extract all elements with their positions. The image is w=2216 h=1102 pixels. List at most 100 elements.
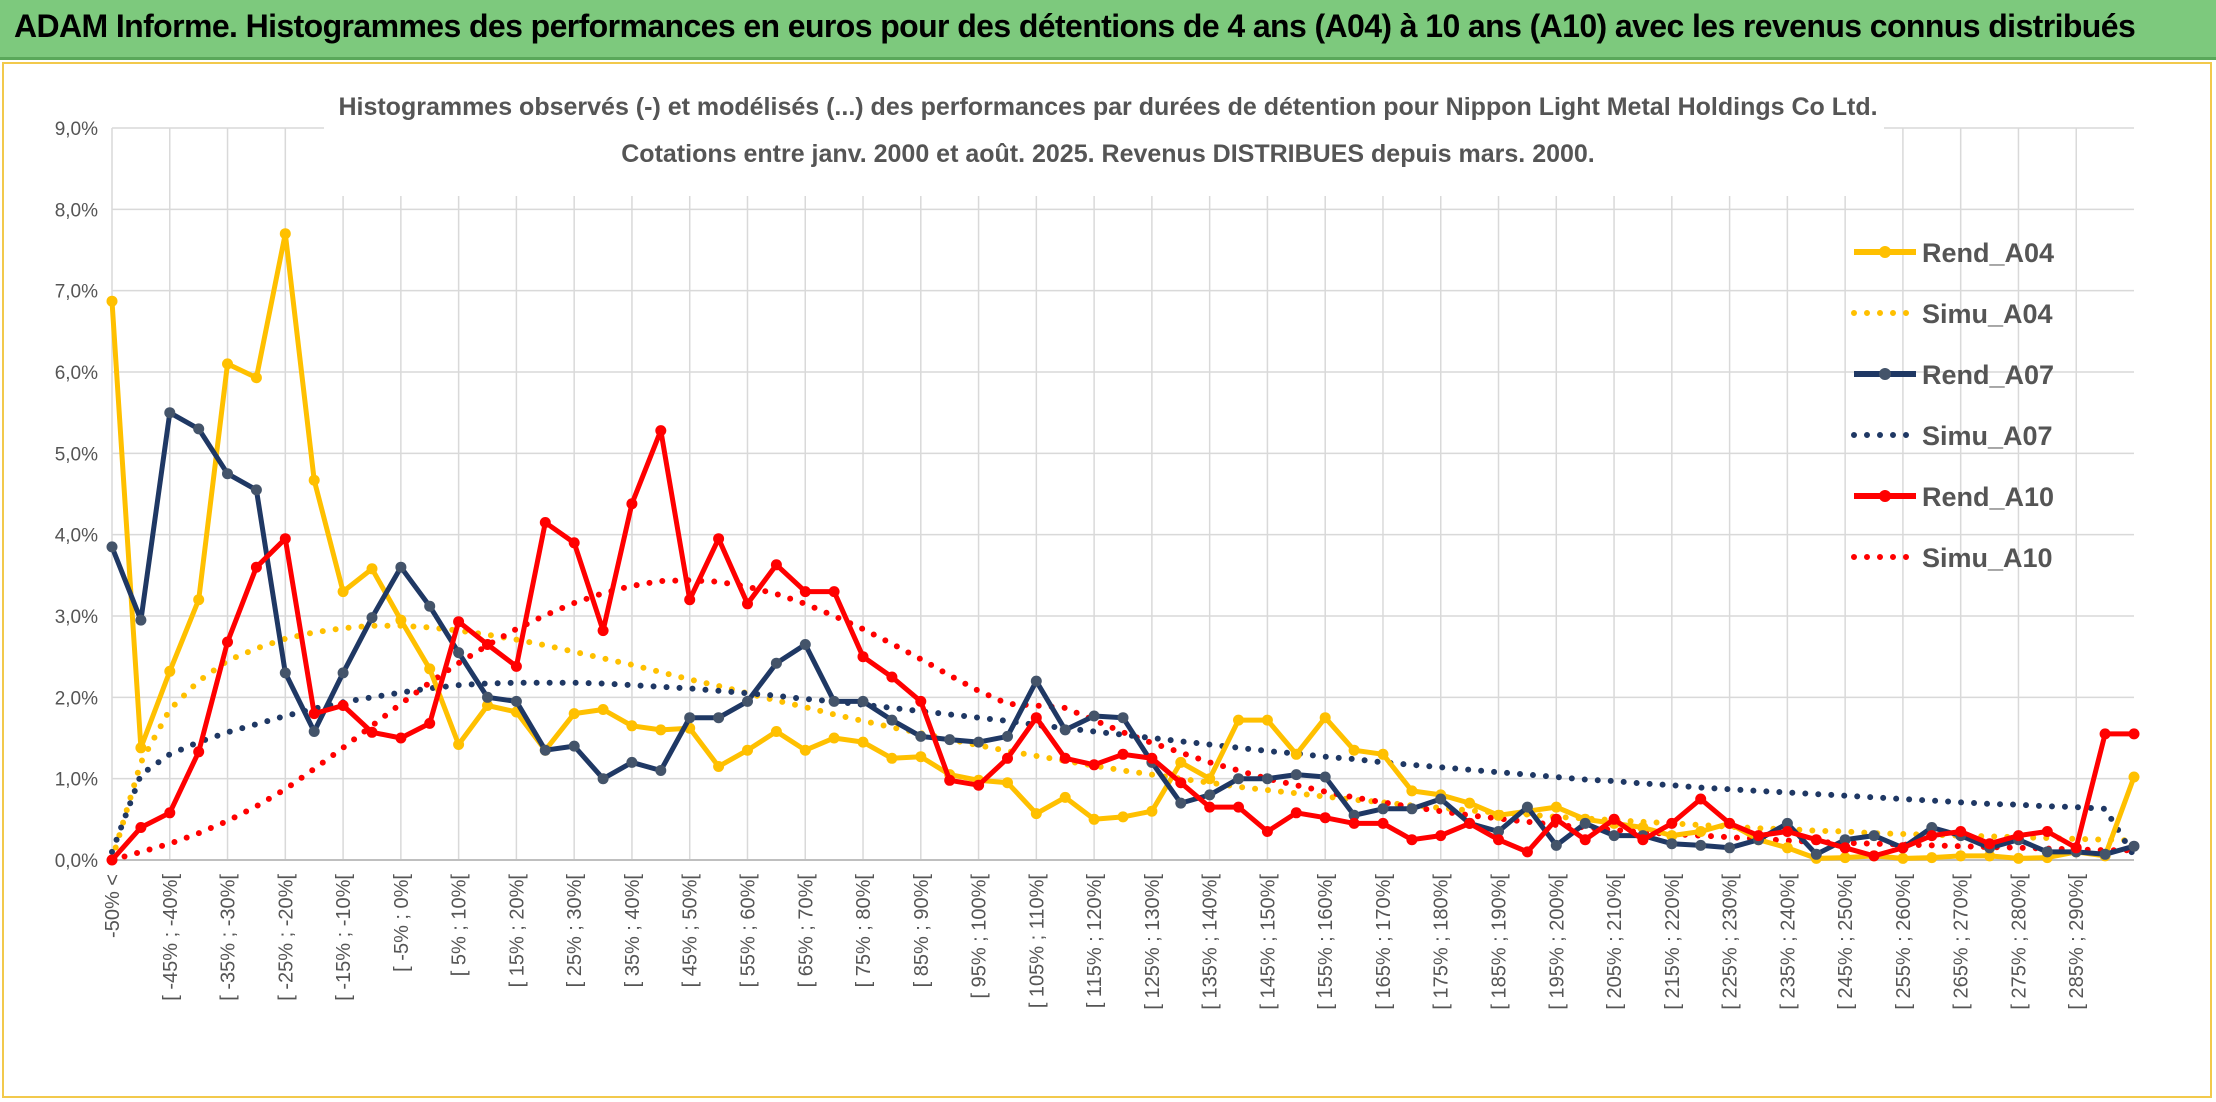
data-point-Rend_A04 bbox=[568, 708, 580, 720]
legend-label-Rend_A07: Rend_A07 bbox=[1922, 360, 2054, 390]
data-point-Rend_A10 bbox=[2099, 728, 2111, 740]
data-point-Rend_A07 bbox=[1002, 730, 1013, 742]
series-group bbox=[106, 228, 2140, 866]
data-point-Rend_A10 bbox=[1030, 712, 1042, 724]
data-point-Rend_A04 bbox=[1377, 748, 1389, 760]
data-point-Rend_A04 bbox=[1839, 852, 1851, 864]
data-point-Rend_A10 bbox=[1146, 752, 1158, 764]
data-point-Rend_A07 bbox=[1406, 803, 1418, 815]
x-tick-label: [ 225% ; 230%[ bbox=[1720, 874, 1742, 1010]
data-point-Rend_A07 bbox=[1348, 809, 1360, 821]
data-point-Rend_A04 bbox=[366, 563, 378, 575]
x-tick-label: [ 45% ; 50%[ bbox=[680, 874, 702, 988]
data-point-Rend_A04 bbox=[828, 732, 840, 744]
data-point-Rend_A10 bbox=[2041, 826, 2053, 837]
data-point-Rend_A10 bbox=[770, 559, 782, 571]
data-point-Rend_A04 bbox=[1926, 852, 1938, 864]
legend: Rend_A04 Simu_A04 Rend_A07 Simu_A07 Rend_A10… bbox=[1851, 238, 2054, 573]
legend-marker-Rend_A07 bbox=[1879, 368, 1891, 380]
x-tick-label: [ -15% ; -10%[ bbox=[333, 874, 355, 1001]
data-point-Rend_A04 bbox=[1290, 748, 1302, 760]
data-point-Rend_A07 bbox=[568, 740, 580, 752]
data-point-Rend_A07 bbox=[222, 468, 233, 480]
data-point-Rend_A04 bbox=[1204, 773, 1216, 785]
data-point-Rend_A10 bbox=[1521, 846, 1533, 858]
x-tick-label: [ 275% ; 280%[ bbox=[2008, 874, 2030, 1010]
data-point-Rend_A10 bbox=[1666, 817, 1678, 829]
data-point-Rend_A07 bbox=[1839, 834, 1851, 846]
data-point-Rend_A04 bbox=[655, 724, 667, 736]
data-point-Rend_A04 bbox=[1695, 826, 1707, 837]
x-tick-label: [ -45% ; -40%[ bbox=[160, 874, 182, 1001]
data-point-Rend_A07 bbox=[655, 765, 667, 776]
x-tick-label: [ -25% ; -20%[ bbox=[275, 874, 297, 1001]
y-tick-label: 2,0% bbox=[55, 688, 98, 709]
data-point-Rend_A07 bbox=[742, 695, 753, 707]
data-point-Rend_A04 bbox=[915, 751, 927, 763]
data-point-Rend_A04 bbox=[1550, 801, 1562, 813]
data-point-Rend_A10 bbox=[713, 533, 725, 545]
data-point-Rend_A10 bbox=[1637, 834, 1649, 846]
data-point-Rend_A10 bbox=[1377, 817, 1389, 829]
x-tick-label: [ 145% ; 150%[ bbox=[1257, 874, 1279, 1010]
x-tick-label: [ 195% ; 200%[ bbox=[1546, 874, 1568, 1010]
data-point-Rend_A07 bbox=[2041, 846, 2053, 858]
data-point-Rend_A10 bbox=[915, 695, 927, 707]
data-point-Rend_A10 bbox=[539, 517, 551, 528]
chart-title-line-2: Cotations entre janv. 2000 et août. 2025… bbox=[621, 140, 1595, 168]
x-tick-label: [ 235% ; 240%[ bbox=[1777, 874, 1799, 1010]
data-point-Rend_A07 bbox=[482, 691, 493, 703]
data-point-Rend_A04 bbox=[1955, 850, 1967, 862]
data-point-Rend_A10 bbox=[1261, 826, 1273, 837]
x-tick-label: [ 185% ; 190%[ bbox=[1489, 874, 1511, 1010]
data-point-Rend_A10 bbox=[828, 586, 840, 598]
data-point-Rend_A04 bbox=[742, 744, 753, 756]
y-tick-label: 9,0% bbox=[55, 119, 98, 140]
chart-background bbox=[4, 64, 2210, 1096]
x-tick-label: [ 115% ; 120%[ bbox=[1084, 874, 1106, 1009]
data-point-Rend_A04 bbox=[164, 665, 176, 677]
x-tick-label: [ 135% ; 140%[ bbox=[1200, 874, 1222, 1010]
data-point-Rend_A04 bbox=[482, 700, 493, 711]
data-point-Rend_A04 bbox=[886, 752, 898, 764]
data-point-Rend_A07 bbox=[1579, 817, 1591, 829]
data-point-Rend_A07 bbox=[164, 407, 176, 419]
x-tick-label: [ 35% ; 40%[ bbox=[622, 874, 644, 988]
data-point-Rend_A10 bbox=[366, 726, 378, 738]
data-point-Rend_A07 bbox=[1493, 826, 1504, 837]
data-point-Rend_A04 bbox=[1059, 791, 1071, 803]
x-tick-label: [ -5% ; 0%[ bbox=[391, 874, 413, 972]
data-point-Rend_A04 bbox=[1261, 714, 1273, 726]
data-point-Rend_A04 bbox=[279, 228, 291, 240]
data-point-Rend_A04 bbox=[1897, 852, 1909, 864]
y-tick-label: 8,0% bbox=[55, 200, 98, 221]
data-point-Rend_A10 bbox=[337, 700, 349, 711]
x-tick-label: [ 215% ; 220%[ bbox=[1662, 874, 1684, 1010]
x-tick-label: [ 285% ; 290%[ bbox=[2066, 874, 2088, 1010]
y-tick-label: 0,0% bbox=[55, 851, 98, 872]
chart-title-line-1: Histogrammes observés (-) et modélisés (… bbox=[338, 93, 1877, 121]
data-point-Rend_A07 bbox=[1290, 769, 1302, 781]
data-point-Rend_A07 bbox=[1175, 797, 1187, 809]
data-point-Rend_A07 bbox=[1261, 773, 1273, 785]
data-point-Rend_A10 bbox=[1550, 813, 1562, 825]
data-point-Rend_A07 bbox=[886, 714, 898, 726]
x-tick-label: [ 245% ; 250%[ bbox=[1835, 874, 1857, 1010]
x-tick-label: [ 25% ; 30%[ bbox=[564, 874, 586, 988]
data-point-Rend_A04 bbox=[250, 372, 262, 384]
data-point-Rend_A07 bbox=[366, 612, 378, 624]
data-point-Rend_A10 bbox=[1608, 813, 1620, 825]
y-tick-label: 3,0% bbox=[55, 607, 98, 628]
data-point-Rend_A10 bbox=[279, 533, 291, 545]
data-point-Rend_A10 bbox=[973, 779, 985, 791]
data-point-Rend_A10 bbox=[2013, 830, 2024, 842]
data-point-Rend_A07 bbox=[510, 695, 522, 707]
data-point-Rend_A04 bbox=[337, 586, 349, 598]
title-backdrop bbox=[324, 82, 1884, 196]
x-tick-label: [ 125% ; 130%[ bbox=[1142, 874, 1164, 1010]
legend-label-Rend_A04: Rend_A04 bbox=[1922, 238, 2054, 268]
data-point-Rend_A04 bbox=[1002, 777, 1013, 789]
data-point-Rend_A04 bbox=[799, 744, 811, 756]
data-point-Rend_A04 bbox=[597, 704, 609, 715]
y-tick-label: 5,0% bbox=[55, 444, 98, 465]
